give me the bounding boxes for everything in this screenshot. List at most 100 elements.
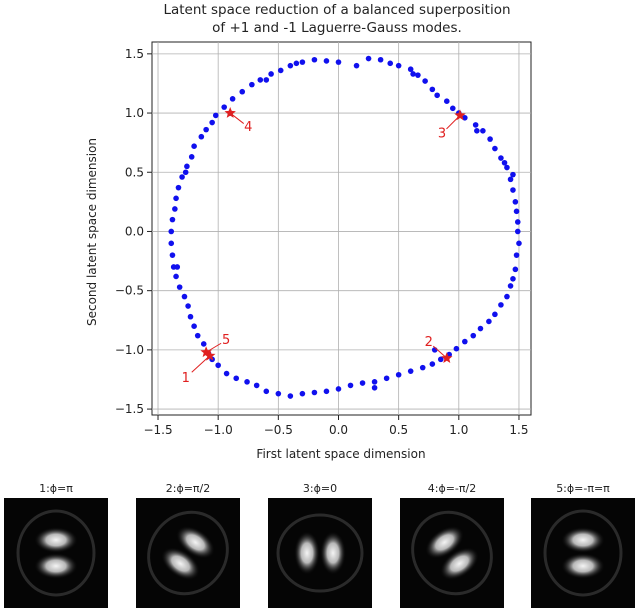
mode-lobe	[561, 527, 605, 553]
y-tick-label: −1.5	[115, 402, 144, 416]
scatter-point	[249, 81, 255, 88]
scatter-point	[462, 338, 468, 345]
scatter-point	[498, 302, 504, 308]
scatter-point	[287, 62, 294, 69]
mode-lobes	[276, 513, 364, 593]
marker-label: 5	[222, 333, 230, 348]
scatter-point	[172, 206, 178, 212]
scatter-point	[498, 155, 504, 161]
scatter-point	[268, 71, 274, 77]
scatter-point	[176, 284, 183, 290]
scatter-point	[419, 364, 426, 371]
scatter-point	[512, 199, 519, 205]
marker-star	[441, 352, 453, 363]
mode-lobe	[439, 547, 479, 581]
scatter-point	[434, 92, 440, 99]
mode-lobe	[320, 531, 346, 575]
scatter-point	[215, 362, 221, 369]
scatter-point	[359, 380, 366, 386]
scatter-point	[504, 293, 510, 300]
scatter-point	[492, 145, 498, 152]
scatter-point	[179, 174, 185, 180]
scatter-point	[244, 379, 250, 385]
scatter-point	[263, 388, 270, 395]
scatter-point	[487, 136, 493, 142]
mode-ring	[147, 510, 229, 596]
scatter-point	[173, 273, 179, 280]
scatter-point	[221, 104, 227, 110]
x-tick-label: −1.0	[204, 423, 233, 437]
panel-title: 2:ϕ=π/2	[166, 482, 211, 495]
scatter-point	[353, 62, 360, 69]
y-tick-label: 0.0	[125, 224, 144, 238]
scatter-point	[480, 128, 486, 134]
scatter-point	[203, 126, 209, 133]
scatter-point	[311, 56, 318, 63]
scatter-point	[277, 67, 284, 74]
scatter-point	[513, 252, 520, 258]
scatter-point	[365, 55, 372, 62]
mode-lobe	[561, 553, 605, 579]
scatter-point	[275, 390, 282, 397]
scatter-point	[299, 59, 306, 65]
scatter-point	[223, 370, 230, 377]
scatter-point	[175, 184, 182, 191]
panel-title: 1:ϕ=π	[39, 482, 73, 495]
scatter-point	[253, 382, 260, 389]
scatter-point	[194, 332, 201, 339]
marker-star	[454, 109, 466, 121]
chart-title-line-1: Latent space reduction of a balanced sup…	[163, 2, 510, 18]
scatter-point	[335, 59, 342, 65]
scatter-point	[501, 159, 508, 166]
marker-label: 3	[438, 126, 446, 141]
plot-area	[151, 41, 532, 416]
scatter-point	[168, 240, 175, 247]
mode-lobes	[147, 510, 229, 596]
mode-image-panels: 1:ϕ=π 2:ϕ=π/2 3:ϕ=0 4:ϕ=-π/2 5:ϕ=-π=π	[4, 482, 635, 608]
scatter-point	[182, 169, 189, 176]
mode-lobe	[425, 525, 465, 559]
scatter-point	[263, 77, 270, 83]
scatter-point	[395, 371, 402, 378]
scatter-point	[174, 264, 181, 270]
scatter-point	[395, 62, 402, 69]
scatter-point	[429, 86, 436, 93]
scatter-point	[383, 375, 390, 382]
marker-label: 1	[182, 371, 190, 386]
scatter-point	[293, 60, 300, 67]
chart-title-line-2: of +1 and -1 Laguerre-Gauss modes.	[212, 20, 462, 36]
scatter-point	[371, 379, 378, 385]
scatter-point	[200, 341, 207, 347]
x-tick-label: 1.0	[449, 423, 468, 437]
scatter-point	[504, 164, 510, 171]
x-tick-label: 0.5	[389, 423, 408, 437]
scatter-point	[453, 345, 460, 352]
scatter-point	[191, 323, 197, 329]
marker-star	[224, 107, 236, 118]
marker-star	[204, 349, 216, 361]
highlight-markers: 1 2 3 4 5	[182, 107, 466, 386]
marker-label: 4	[244, 120, 252, 135]
panel-title: 4:ϕ=-π/2	[428, 482, 476, 495]
x-axis-label: First latent space dimension	[256, 447, 425, 461]
mode-lobe	[34, 527, 78, 553]
x-tick-label: 0.0	[329, 423, 348, 437]
y-tick-label: 1.5	[125, 47, 144, 61]
scatter-point	[514, 219, 521, 225]
y-axis-label: Second latent space dimension	[85, 138, 99, 326]
scatter-point	[516, 240, 522, 247]
scatter-point	[510, 171, 516, 178]
scatter-point	[443, 98, 450, 105]
scatter-point	[257, 77, 264, 83]
scatter-point	[187, 313, 194, 320]
y-tick-label: 1.0	[125, 106, 144, 120]
scatter-point	[407, 368, 414, 374]
mode-ring	[276, 513, 364, 593]
y-tick-label: −0.5	[115, 284, 144, 298]
marker-star	[200, 346, 212, 358]
y-tick-label: 0.5	[125, 165, 144, 179]
mode-lobe	[175, 525, 215, 559]
scatter-point	[239, 88, 246, 95]
scatter-point	[168, 228, 175, 235]
